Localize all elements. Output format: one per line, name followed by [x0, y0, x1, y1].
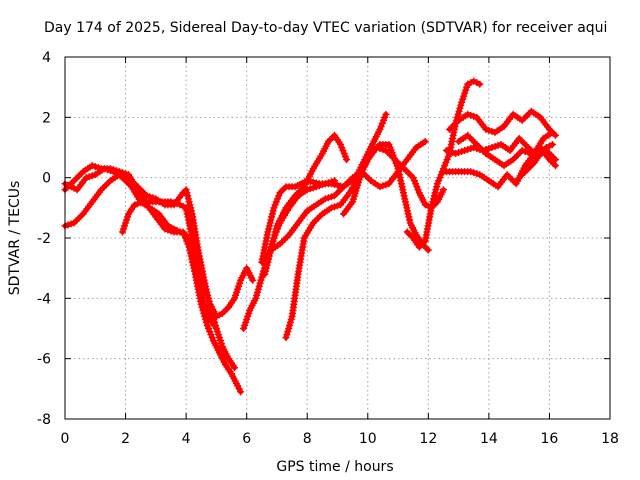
data-point: [552, 162, 559, 170]
x-tick-label: 12: [419, 431, 437, 447]
y-tick-label: -8: [37, 412, 51, 428]
series-layer: [61, 77, 559, 396]
y-axis-title: SDTVAR / TECUs: [7, 181, 23, 296]
x-tick-label: 8: [303, 431, 312, 447]
series-track-12: [446, 107, 559, 139]
series-line: [404, 78, 483, 250]
x-tick-label: 18: [601, 431, 619, 447]
x-tick-label: 10: [359, 431, 377, 447]
data-point: [231, 364, 239, 372]
data-point: [212, 325, 220, 332]
data-point: [424, 246, 432, 254]
x-tick-label: 14: [480, 431, 498, 447]
series-track-10: [340, 140, 432, 254]
data-point: [476, 80, 484, 88]
x-tick-label: 16: [541, 431, 559, 447]
y-tick-label: 2: [42, 110, 51, 126]
y-tick-label: -6: [37, 352, 51, 368]
y-tick-label: 0: [42, 171, 51, 187]
y-tick-label: -4: [37, 291, 51, 307]
data-point: [548, 128, 556, 136]
x-tick-label: 4: [182, 431, 191, 447]
x-tick-label: 2: [121, 431, 130, 447]
data-point: [343, 156, 351, 164]
data-point: [382, 110, 390, 118]
series-track-11: [403, 77, 484, 251]
data-point: [548, 140, 556, 148]
chart-title: Day 174 of 2025, Sidereal Day-to-day VTE…: [44, 20, 607, 36]
data-point: [439, 186, 447, 194]
data-point: [421, 137, 429, 145]
x-tick-label: 0: [61, 431, 70, 447]
series-track-7: [261, 131, 351, 278]
x-axis-title: GPS time / hours: [276, 459, 393, 475]
data-point: [249, 276, 257, 284]
y-tick-label: -2: [37, 231, 51, 247]
x-tick-label: 6: [242, 431, 251, 447]
series-track-16: [518, 140, 556, 179]
series-track-4: [119, 198, 257, 320]
y-tick-label: 4: [42, 50, 51, 66]
data-point: [237, 388, 245, 396]
axes: 0 2 4 6 8 10 12 14 16 18 4 2 0 -2 -4 -6 -8: [37, 50, 619, 447]
series-track-6: [258, 110, 390, 266]
data-point: [552, 156, 559, 164]
